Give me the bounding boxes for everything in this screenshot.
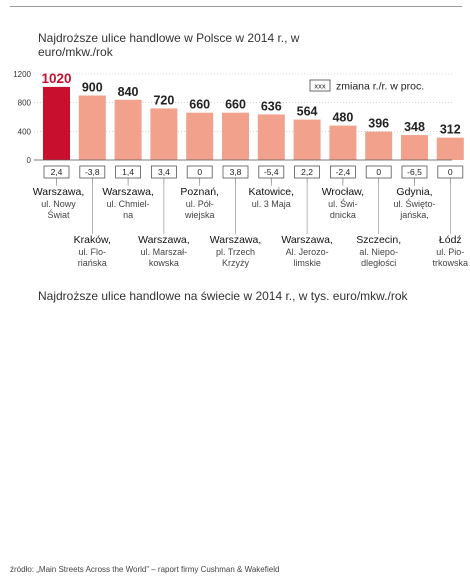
bar-value-label: 396 — [368, 117, 389, 131]
legend-box-label: xxx — [314, 82, 326, 91]
bar-5 — [186, 112, 214, 160]
source-note: źródło: „Main Streets Across the World” … — [10, 565, 280, 574]
change-label: 0 — [197, 167, 202, 177]
chart1-title: Najdroższe ulice handlowe w Polsce w 201… — [38, 31, 300, 59]
street-label: ul. 3 Maja — [252, 199, 291, 209]
city-label: Kraków, — [74, 234, 111, 246]
bar-3 — [114, 99, 142, 160]
bar-11 — [401, 135, 428, 160]
change-label: -3,8 — [85, 167, 100, 177]
change-label: -2,4 — [336, 167, 351, 177]
street-label: trkowska — [433, 258, 469, 268]
city-label: Gdynia, — [396, 186, 432, 198]
bar-value-label: 312 — [440, 123, 461, 137]
city-label: Warszawa, — [210, 234, 262, 246]
street-label: dnicka — [330, 210, 356, 220]
city-label: Warszawa, — [138, 234, 190, 246]
change-label: -5,4 — [264, 167, 279, 177]
legend-text: zmiana r./r. w proc. — [336, 81, 424, 93]
street-label: kowska — [149, 258, 179, 268]
bar-value-label: 900 — [82, 81, 103, 95]
change-label: 1,4 — [122, 167, 134, 177]
street-label: wiejska — [184, 210, 215, 220]
street-label: ul. Pio- — [436, 247, 464, 257]
bar-value-label: 840 — [118, 85, 139, 99]
street-label: ul. Marszał- — [141, 247, 188, 257]
bar-value-label: 1020 — [41, 71, 71, 86]
bar-value-label: 660 — [189, 98, 210, 112]
street-label: pl. Trzech — [216, 247, 255, 257]
bar-1 — [43, 86, 70, 160]
city-label: Łódź — [439, 234, 462, 246]
change-label: 0 — [376, 167, 381, 177]
street-label: limskie — [293, 258, 321, 268]
bar-value-label: 636 — [261, 99, 282, 113]
street-label: jańska, — [399, 210, 429, 220]
city-label: Warszawa, — [33, 186, 85, 198]
city-label: Poznań, — [180, 186, 219, 198]
top-rule — [10, 6, 462, 7]
street-label: dległości — [361, 258, 396, 268]
bar-8 — [293, 119, 321, 160]
bar-10 — [365, 131, 393, 160]
street-label: ul. Nowy — [41, 199, 76, 209]
y-tick-label: 800 — [18, 99, 32, 108]
change-label: 3,4 — [158, 167, 170, 177]
y-tick-label: 1200 — [13, 70, 31, 79]
city-label: Katowice, — [249, 186, 295, 198]
change-label: -6,5 — [407, 167, 422, 177]
street-label: Al. Jerozo- — [286, 247, 329, 257]
street-label: ul. Flo- — [79, 247, 107, 257]
city-label: Wrocław, — [322, 186, 364, 198]
city-label: Szczecin, — [356, 234, 401, 246]
y-tick-label: 400 — [18, 127, 32, 136]
street-label: al. Niepo- — [359, 247, 398, 257]
legend-box — [309, 79, 331, 92]
change-label: 2,4 — [51, 167, 63, 177]
bar-value-label: 480 — [332, 111, 353, 125]
chart2-svg: 0102030xxxmiejsce w rankingu29,82123,312… — [0, 0, 470, 282]
city-label: Warszawa, — [102, 186, 154, 198]
bar-6 — [222, 112, 249, 160]
change-label: 3,8 — [230, 167, 242, 177]
street-label: ul. Pół- — [186, 199, 214, 209]
y-tick-label: 0 — [27, 156, 32, 165]
bar-12 — [436, 137, 464, 160]
bar-value-label: 564 — [297, 105, 318, 119]
street-label: Świat — [47, 209, 70, 220]
street-label: ul. Święto- — [393, 198, 435, 209]
street-label: ul. Chmiel- — [107, 199, 150, 209]
street-label: Krzyży — [222, 258, 250, 268]
bar-2 — [78, 95, 106, 160]
street-label: ul. Świ- — [328, 198, 358, 209]
bar-value-label: 660 — [225, 98, 246, 112]
bar-4 — [150, 108, 178, 160]
bar-9 — [329, 125, 357, 160]
change-label: 2,2 — [301, 167, 313, 177]
chart1-svg: 0 400 800 1200 xxx zmiana r./r. w proc. 1020 2,… — [13, 70, 469, 268]
street-label: riańska — [78, 258, 107, 268]
city-label: Warszawa, — [281, 234, 333, 246]
bar-value-label: 720 — [153, 93, 174, 107]
bar-7 — [257, 114, 285, 160]
change-label: 0 — [448, 167, 453, 177]
street-label: na — [123, 210, 133, 220]
chart2-title: Najdroższe ulice handlowe na świecie w 2… — [38, 289, 408, 303]
bar-value-label: 348 — [404, 120, 425, 134]
